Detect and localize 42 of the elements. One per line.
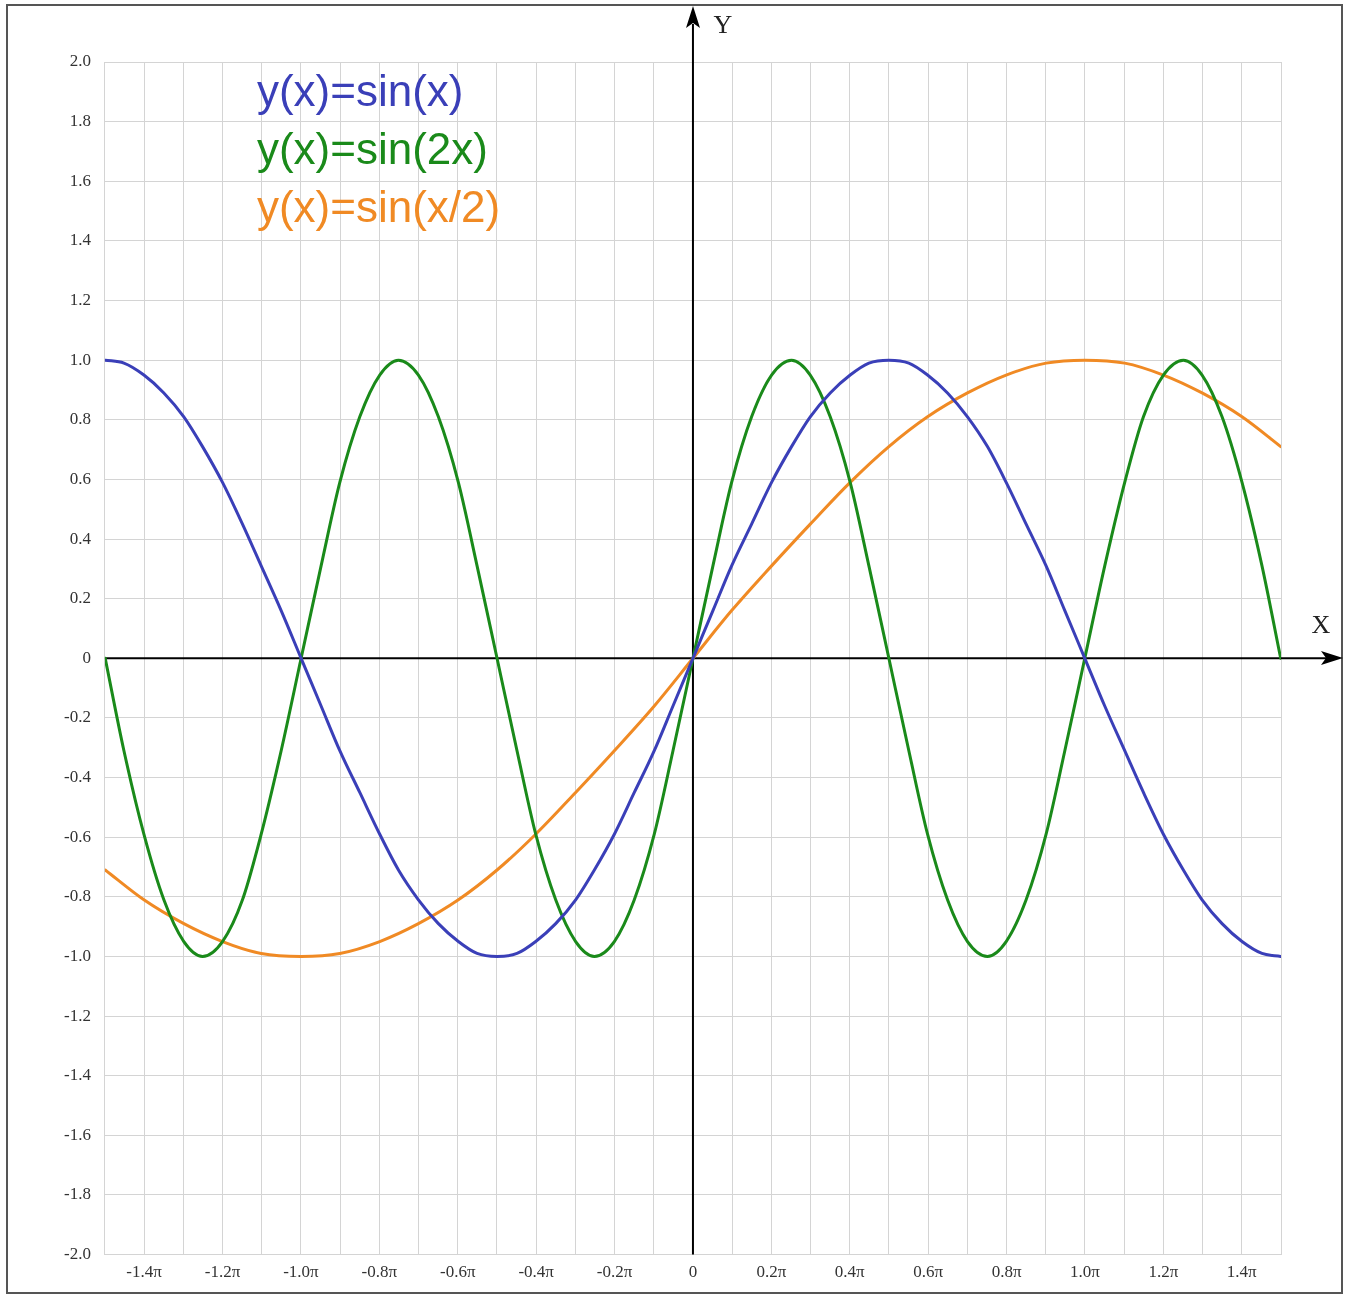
- x-tick-label: 0.6π: [913, 1262, 944, 1282]
- y-axis-title: Y: [713, 9, 733, 39]
- y-tick-label: 0.8: [69, 409, 91, 429]
- text: y(x)=sin(x): [256, 66, 464, 116]
- x-tick-label: -0.8π: [361, 1262, 398, 1282]
- y-tick-label: -1.0: [63, 945, 91, 965]
- y-tick-label: -0.2: [63, 707, 91, 727]
- y-tick-label: -0.4: [63, 767, 92, 787]
- x-tick-label: -1.2π: [204, 1262, 241, 1282]
- y-tick-label: 1.0: [69, 349, 91, 369]
- y-tick-label: -2.0: [63, 1244, 91, 1264]
- x-tick-label: 0: [688, 1262, 698, 1282]
- y-tick-label: 2.0: [69, 51, 91, 71]
- x-tick-label: 0.8π: [991, 1262, 1022, 1282]
- y-tick-label: -1.4: [63, 1065, 92, 1085]
- y-tick-label: -0.8: [63, 886, 91, 906]
- y-tick-label: 1.8: [69, 111, 91, 131]
- y-tick-label: -1.8: [63, 1184, 91, 1204]
- y-tick-label: -1.6: [63, 1124, 91, 1144]
- y-tick-label: 0.4: [69, 528, 92, 548]
- y-tick-label: 1.4: [69, 230, 92, 250]
- y-tick-label: 1.6: [69, 170, 91, 190]
- line-series: [104, 358, 1281, 958]
- x-tick-label: -1.4π: [126, 1262, 163, 1282]
- x-tick-label: -1.0π: [283, 1262, 320, 1282]
- x-tick-label: 0.4π: [834, 1262, 866, 1282]
- x-tick-label: 1.2π: [1148, 1262, 1179, 1282]
- x-tick-label: -0.4π: [518, 1262, 555, 1282]
- x-tick-label: 1.0π: [1070, 1262, 1101, 1282]
- x-tick-label: 0.2π: [756, 1262, 787, 1282]
- y-tick-label: 0: [82, 647, 91, 667]
- x-tick-label: -0.6π: [439, 1262, 476, 1282]
- y-tick-label: 0.2: [69, 588, 91, 608]
- text: y(x)=sin(x/2): [256, 182, 501, 232]
- y-tick-label: 1.2: [69, 289, 91, 309]
- x-tick-label: -0.2π: [596, 1262, 633, 1282]
- text: y(x)=sin(2x): [256, 124, 488, 174]
- y-tick-label: 0.6: [69, 468, 91, 488]
- y-tick-label: -0.6: [63, 826, 91, 846]
- x-tick-label: 1.4π: [1226, 1262, 1258, 1282]
- y-tick-label: -1.2: [63, 1005, 91, 1025]
- x-axis-title: X: [1311, 610, 1331, 640]
